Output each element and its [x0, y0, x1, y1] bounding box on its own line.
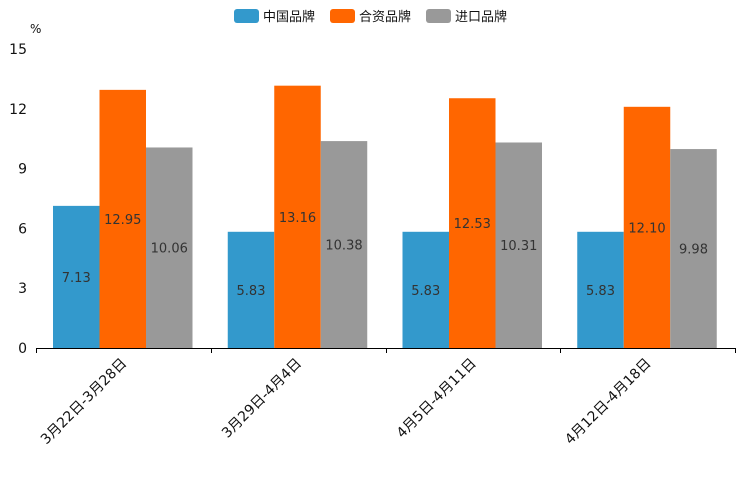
data-label: 5.83 [237, 284, 266, 299]
x-axis-ticks [36, 348, 736, 353]
bar--0 [99, 89, 146, 348]
data-label: 12.53 [454, 217, 491, 232]
legend-label: 中国品牌 [263, 9, 315, 25]
bar--1 [320, 141, 368, 348]
legend-item-[interactable]: 进口品牌 [426, 9, 507, 25]
bar--1 [227, 231, 275, 348]
category-label-3: 4月12日-4月18日 [562, 356, 654, 448]
legend-label: 合资品牌 [359, 9, 411, 25]
bar--3 [670, 149, 717, 348]
data-label: 10.31 [500, 239, 537, 254]
bar--0 [146, 147, 193, 348]
data-label: 10.06 [151, 242, 188, 257]
legend-item-[interactable]: 中国品牌 [234, 9, 315, 25]
bar--2 [402, 231, 449, 348]
data-label: 5.83 [411, 284, 440, 299]
data-label: 7.13 [62, 271, 91, 286]
data-label: 12.10 [628, 221, 665, 236]
legend-label: 进口品牌 [455, 9, 507, 25]
legend-swatch [234, 9, 259, 23]
category-labels: 3月22日-3月28日 3月29日-4月4日 4月5日-4月11日 4月12日-4月1… [38, 356, 655, 448]
bar--2 [495, 142, 542, 348]
data-label: 12.95 [104, 213, 141, 228]
legend-swatch [426, 9, 451, 23]
data-label: 5.83 [586, 284, 615, 299]
data-label: 9.98 [679, 243, 708, 258]
category-label-0: 3月22日-3月28日 [38, 356, 130, 448]
bar--3 [623, 106, 671, 348]
y-tick-label-3: 3 [18, 281, 27, 297]
legend-item-[interactable]: 合资品牌 [330, 9, 411, 25]
bar--2 [449, 98, 496, 348]
legend-swatch [330, 9, 355, 23]
bars [53, 85, 717, 348]
y-axis-unit: % [30, 22, 41, 36]
data-label: 13.16 [279, 211, 316, 226]
y-tick-label-12: 12 [9, 102, 27, 118]
category-label-2: 4月5日-4月11日 [394, 356, 480, 442]
y-axis-ticks: 0 3 6 9 12 15 [9, 42, 27, 357]
data-label: 10.38 [325, 239, 362, 254]
bar--0 [53, 205, 100, 348]
bar--3 [577, 231, 624, 348]
category-label-1: 3月29日-4月4日 [219, 356, 305, 442]
y-tick-label-0: 0 [18, 341, 27, 357]
bar--1 [274, 85, 321, 348]
y-tick-label-15: 15 [9, 42, 27, 58]
y-tick-label-9: 9 [18, 162, 27, 178]
data-labels: 7.13 5.83 5.83 5.83 12.95 13.16 12.53 12.10 10.0… [62, 211, 708, 299]
legend: 中国品牌 合资品牌 进口品牌 [234, 9, 507, 25]
y-tick-label-6: 6 [18, 221, 27, 237]
